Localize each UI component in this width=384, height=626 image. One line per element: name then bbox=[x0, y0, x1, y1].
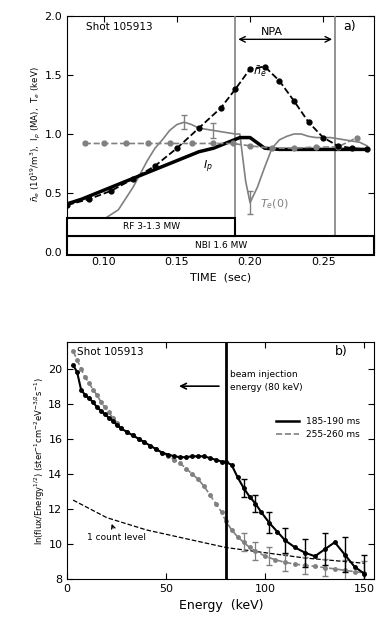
Text: b): b) bbox=[335, 344, 348, 357]
Text: $\bar{n}_e$: $\bar{n}_e$ bbox=[253, 64, 266, 79]
Y-axis label: $\bar{n}_e$ (10$^{19}$/m$^3$),  I$_p$ (MA),  T$_e$ (keV): $\bar{n}_e$ (10$^{19}$/m$^3$), I$_p$ (MA… bbox=[29, 66, 43, 202]
Bar bbox=[67, 218, 235, 236]
Text: Shot 105913: Shot 105913 bbox=[77, 347, 144, 357]
Text: NPA: NPA bbox=[261, 26, 283, 36]
X-axis label: Energy  (keV): Energy (keV) bbox=[179, 600, 263, 612]
Bar bbox=[67, 236, 374, 255]
Text: Shot 105913: Shot 105913 bbox=[86, 22, 153, 32]
Text: energy (80 keV): energy (80 keV) bbox=[230, 382, 302, 392]
Text: NBI 1.6 MW: NBI 1.6 MW bbox=[195, 242, 247, 250]
Y-axis label: ln(flux/Energy$^{1/2}$) (ster$^{-1}$cm$^{-2}$eV$^{-3/2}$s$^{-1}$): ln(flux/Energy$^{1/2}$) (ster$^{-1}$cm$^… bbox=[32, 377, 47, 545]
Text: a): a) bbox=[344, 20, 356, 33]
Text: beam injection: beam injection bbox=[230, 371, 297, 379]
Text: $T_e(0)$: $T_e(0)$ bbox=[260, 198, 289, 211]
Legend: 185-190 ms, 255-260 ms: 185-190 ms, 255-260 ms bbox=[273, 413, 364, 443]
Text: RF 3-1.3 MW: RF 3-1.3 MW bbox=[123, 222, 180, 232]
Text: 1 count level: 1 count level bbox=[87, 525, 146, 543]
X-axis label: TIME  (sec): TIME (sec) bbox=[190, 273, 252, 283]
Text: $I_p$: $I_p$ bbox=[203, 159, 213, 175]
